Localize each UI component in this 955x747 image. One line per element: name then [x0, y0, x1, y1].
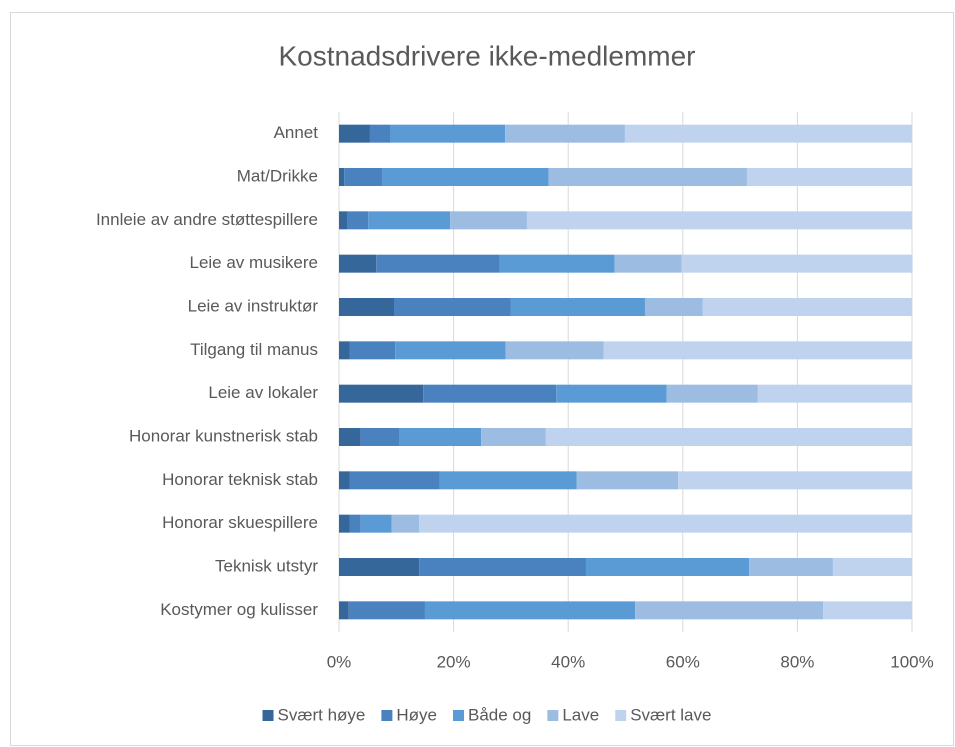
bar-segment — [424, 601, 636, 620]
bar-segment — [702, 298, 912, 316]
bar-segment — [505, 124, 625, 143]
bar-segment — [339, 428, 361, 446]
chart-frame — [10, 12, 954, 746]
x-tick-label: 60% — [666, 652, 700, 671]
bar-segment — [381, 168, 549, 186]
bar-segment — [666, 384, 758, 403]
bar-segment — [339, 514, 350, 533]
bar-segment — [499, 254, 615, 273]
bar-segment — [419, 558, 586, 576]
x-tick-label: 80% — [780, 652, 814, 671]
y-tick-label: Mat/Drikke — [237, 166, 318, 185]
bar-segment — [368, 211, 451, 230]
x-tick-label: 20% — [437, 652, 471, 671]
y-tick-label: Leie av instruktør — [188, 296, 319, 315]
bar-segment — [360, 514, 392, 533]
bar-segment — [394, 298, 511, 316]
bar-segment — [614, 254, 682, 273]
legend-marker — [262, 710, 274, 721]
y-tick-label: Teknisk utstyr — [215, 556, 318, 575]
bar-segment — [360, 428, 400, 446]
bar-segment — [545, 428, 912, 446]
bar-segment — [510, 298, 645, 316]
bar-segment — [419, 514, 912, 533]
bar-segment — [344, 168, 382, 186]
bar-segment — [339, 298, 395, 316]
bar-segment — [749, 558, 833, 576]
bar-segment — [339, 168, 345, 186]
legend-label: Høye — [396, 705, 437, 724]
x-tick-label: 40% — [551, 652, 585, 671]
bar-segment — [481, 428, 546, 446]
y-tick-label: Honorar skuespillere — [162, 513, 318, 532]
bar-segment — [757, 384, 912, 403]
bar-segment — [339, 471, 350, 490]
legend-marker — [381, 710, 393, 721]
legend-marker — [453, 710, 465, 721]
bar-segment — [348, 601, 425, 620]
legend-label: Svært lave — [630, 705, 711, 724]
bar-segment — [644, 298, 703, 316]
bar-segment — [349, 341, 396, 360]
bar-segment — [349, 471, 440, 490]
legend-marker — [547, 710, 559, 721]
legend-label: Lave — [562, 705, 599, 724]
bar-segment — [548, 168, 747, 186]
bar-segment — [678, 471, 912, 490]
y-tick-label: Innleie av andre støttespillere — [96, 210, 318, 229]
bar-segment — [423, 384, 557, 403]
y-tick-label: Annet — [274, 123, 319, 142]
bar-segment — [585, 558, 750, 576]
bar-segment — [389, 124, 506, 143]
bar-segment — [395, 341, 506, 360]
bar-segment — [339, 558, 420, 576]
y-tick-label: Leie av lokaler — [208, 383, 318, 402]
bar-segment — [681, 254, 913, 273]
legend-label: Svært høye — [278, 705, 366, 724]
bar-segment — [369, 124, 390, 143]
bar-segment — [556, 384, 667, 403]
bar-segment — [505, 341, 604, 360]
x-tick-label: 0% — [327, 652, 352, 671]
bar-segment — [349, 514, 361, 533]
y-tick-label: Leie av musikere — [189, 253, 318, 272]
bar-segment — [603, 341, 912, 360]
y-tick-label: Kostymer og kulisser — [160, 600, 318, 619]
bar-segment — [823, 601, 912, 620]
bar-segment — [339, 254, 377, 273]
bar-segment — [347, 211, 369, 230]
bar-segment — [746, 168, 912, 186]
chart-title: Kostnadsdrivere ikke-medlemmer — [278, 40, 695, 71]
bar-segment — [526, 211, 912, 230]
legend-label: Både og — [468, 705, 531, 724]
bar-segment — [624, 124, 912, 143]
bar-segment — [635, 601, 824, 620]
bar-segment — [391, 514, 420, 533]
bar-segment — [339, 341, 350, 360]
x-tick-label: 100% — [890, 652, 933, 671]
bar-segment — [339, 384, 424, 403]
bar-segment — [376, 254, 500, 273]
bar-segment — [832, 558, 912, 576]
bar-segment — [439, 471, 577, 490]
y-tick-label: Honorar kunstnerisk stab — [129, 426, 318, 445]
bar-segment — [450, 211, 527, 230]
bar-segment — [339, 211, 348, 230]
bar-segment — [339, 601, 349, 620]
bar-segment — [339, 124, 370, 143]
legend-marker — [615, 710, 627, 721]
bar-segment — [576, 471, 679, 490]
y-tick-label: Tilgang til manus — [190, 340, 318, 359]
y-tick-label: Honorar teknisk stab — [162, 470, 318, 489]
bar-segment — [399, 428, 482, 446]
